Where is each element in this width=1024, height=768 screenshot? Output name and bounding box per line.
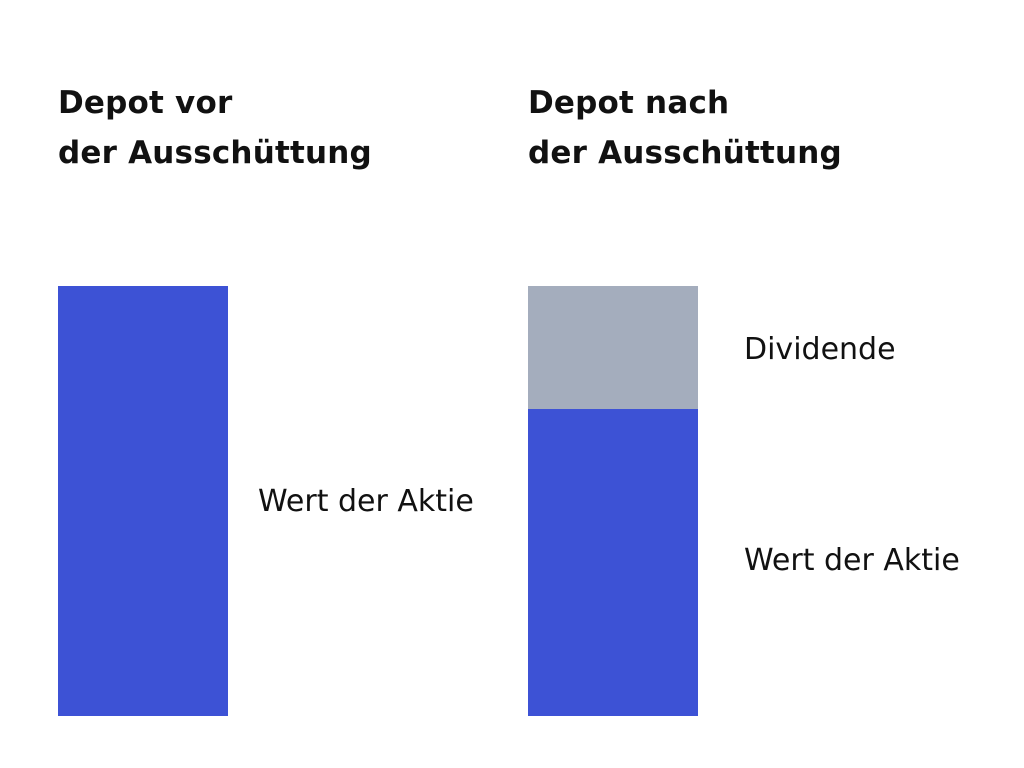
heading-after-line-1: Depot nach [528,85,730,121]
heading-before-line-1: Depot vor [58,85,233,121]
heading-before-line-2: der Ausschüttung [58,135,372,171]
heading-after-distribution: Depot nach der Ausschüttung [528,78,842,178]
stock-value-label-after: Wert der Aktie [744,543,960,578]
stock-value-segment-before [58,286,228,716]
depot-before-bar [58,286,228,716]
heading-before-distribution: Depot vor der Ausschüttung [58,78,372,178]
heading-after-line-2: der Ausschüttung [528,135,842,171]
stock-value-label-before: Wert der Aktie [258,484,474,519]
dividend-label-after: Dividende [744,332,896,367]
stock-value-segment-after [528,408,698,716]
dividend-segment-after [528,286,698,409]
depot-after-bar [528,286,698,716]
